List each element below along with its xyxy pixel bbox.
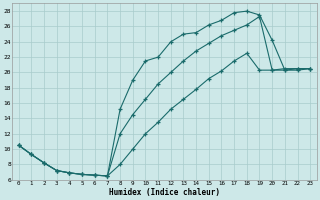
X-axis label: Humidex (Indice chaleur): Humidex (Indice chaleur) (109, 188, 220, 197)
